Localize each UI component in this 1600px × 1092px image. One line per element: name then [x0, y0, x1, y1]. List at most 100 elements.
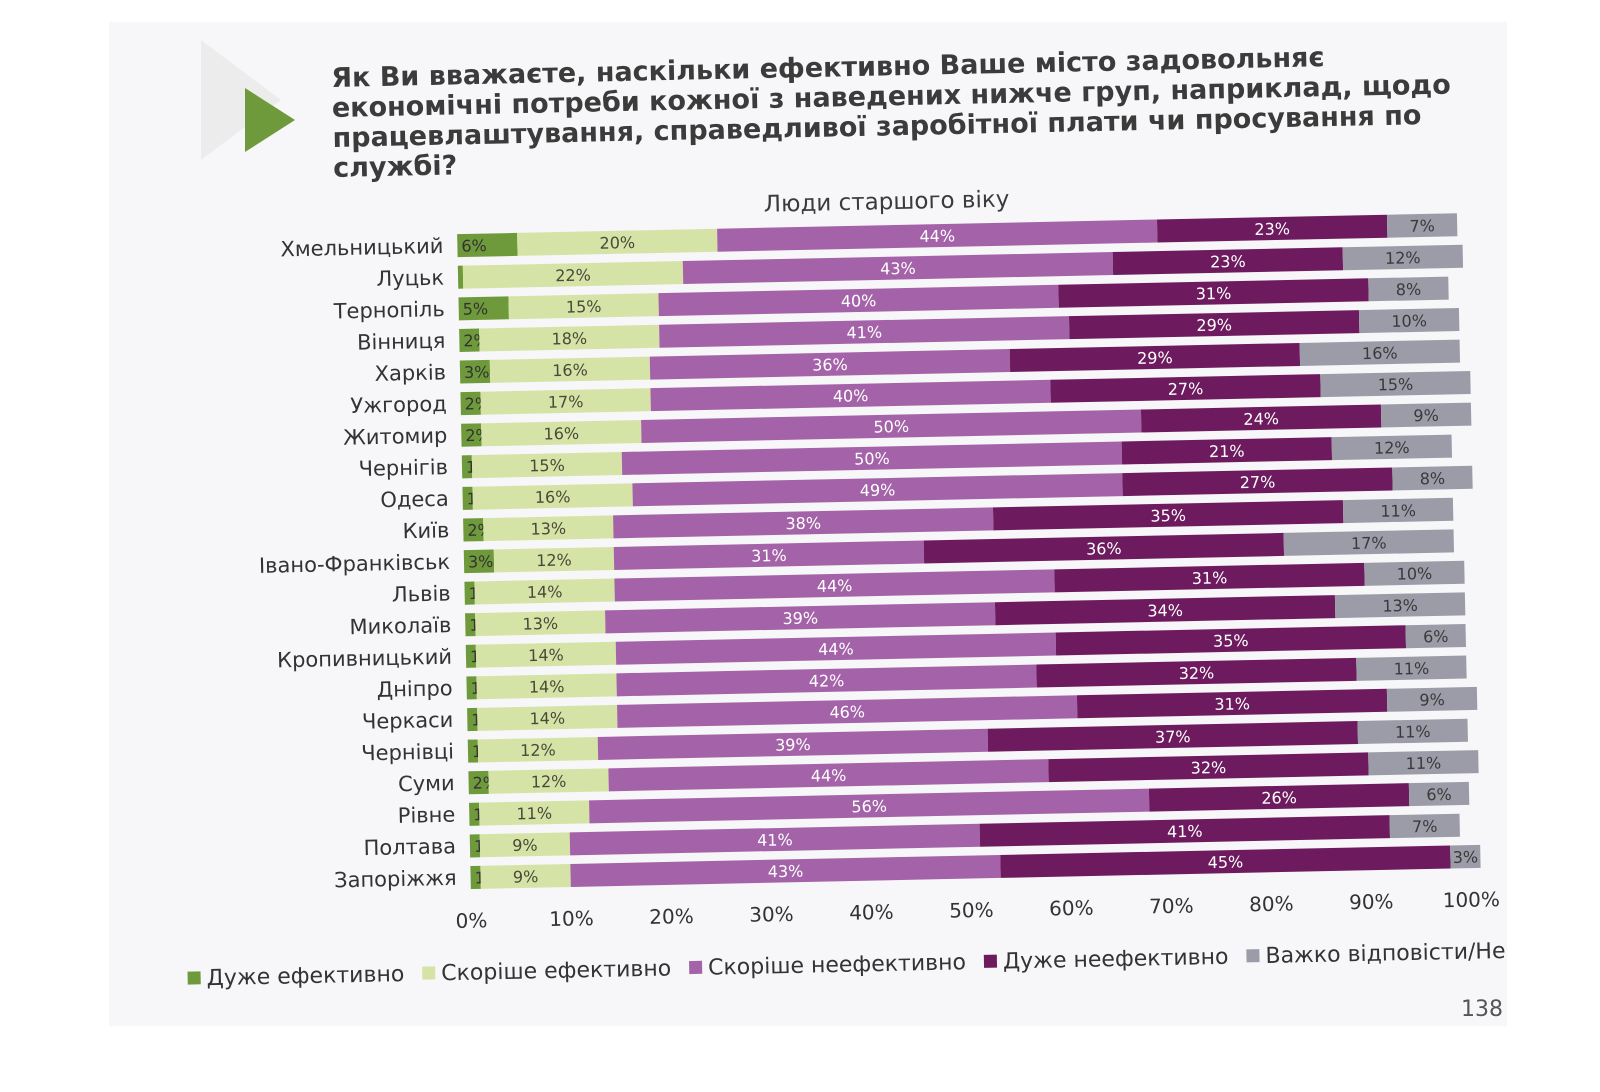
- data-label: 12%: [1385, 248, 1421, 268]
- data-label: 32%: [1190, 758, 1226, 778]
- category-label: Чернігів: [358, 455, 448, 481]
- arrow-shadow-icon: [201, 40, 281, 160]
- data-label: 39%: [775, 735, 811, 755]
- data-label: 7%: [1409, 216, 1435, 236]
- bar-segment: [461, 423, 482, 447]
- bar-segment: [480, 863, 571, 889]
- bar-segment: [650, 379, 1051, 412]
- x-tick-label: 90%: [1349, 889, 1394, 914]
- bar-segment: [1283, 529, 1455, 556]
- data-label: 18%: [551, 329, 587, 349]
- bar-segment: [613, 507, 994, 539]
- bar-segment: [459, 359, 491, 384]
- category-label: Полтава: [363, 834, 456, 860]
- category-label: Львів: [392, 581, 451, 606]
- legend-label: Скоріше ефективно: [441, 956, 671, 986]
- data-label: 13%: [530, 519, 566, 539]
- bar-segment: [658, 284, 1059, 317]
- data-label: 32%: [1179, 663, 1215, 683]
- data-label: 3%: [468, 552, 494, 572]
- data-label: 14%: [529, 709, 565, 729]
- bar-segment: [470, 865, 481, 890]
- data-label: 40%: [841, 291, 877, 311]
- bar-segment: [570, 854, 1001, 887]
- data-label: 12%: [536, 550, 572, 570]
- data-label: 36%: [812, 355, 848, 375]
- bar-segment: [463, 518, 484, 542]
- bar-segment: [1408, 781, 1470, 807]
- data-label: 31%: [1192, 568, 1228, 588]
- bar-segment: [608, 759, 1049, 792]
- data-label: 46%: [829, 702, 865, 722]
- bar-segment: [479, 800, 590, 826]
- bar-segment: [1009, 342, 1301, 373]
- bar-segment: [459, 328, 480, 352]
- data-label: 23%: [1210, 252, 1246, 272]
- data-label: 50%: [873, 417, 909, 437]
- legend-swatch: [422, 966, 436, 980]
- data-label: 22%: [555, 265, 591, 285]
- bar-segment: [641, 409, 1142, 443]
- data-label: 11%: [1405, 753, 1441, 773]
- bar-segment: [992, 500, 1344, 531]
- category-label: Хмельницький: [280, 234, 443, 261]
- bar-segment: [493, 546, 615, 573]
- bar-segment: [1299, 339, 1461, 366]
- x-tick-label: 10%: [549, 906, 594, 931]
- legend-label: Дуже ефективно: [206, 962, 404, 991]
- data-label: 7%: [1412, 817, 1438, 837]
- bar-segment: [461, 455, 473, 479]
- data-label: 12%: [1374, 438, 1410, 458]
- bar-segment: [1386, 686, 1478, 712]
- legend-label: Важко відповісти/Немає ві: [1265, 938, 1507, 969]
- bar-segment: [457, 265, 464, 289]
- category-labels: Хмельницький Луцьк Тернопіль Вінниця Харків У…: [259, 234, 457, 892]
- data-label: 44%: [811, 766, 847, 786]
- data-label: 5%: [463, 299, 489, 319]
- data-label: 8%: [1396, 280, 1422, 300]
- report-page: Як Ви вважаєте, наскільки ефективно Ваше…: [109, 22, 1507, 1026]
- data-label: 31%: [751, 546, 787, 566]
- data-label: 29%: [1196, 315, 1232, 335]
- bar-segment: [457, 232, 518, 258]
- data-label: 44%: [919, 226, 955, 246]
- category-label: Кропивницький: [277, 645, 452, 673]
- x-tick-label: 80%: [1249, 891, 1294, 916]
- bar-segment: [471, 451, 623, 479]
- bar-segment: [463, 549, 495, 574]
- category-label: Харків: [374, 360, 446, 385]
- data-label: 50%: [854, 449, 890, 469]
- bar-segment: [466, 676, 477, 700]
- bar-segment: [465, 644, 477, 668]
- bar-segment: [1368, 276, 1449, 302]
- x-axis: 0% 10% 20% 30% 40% 50% 60% 70% 80% 90% 100%: [455, 887, 1500, 933]
- data-label: 16%: [535, 487, 571, 507]
- bar-segment: [467, 707, 478, 732]
- bar-segment: [1331, 434, 1453, 461]
- bar-segment: [979, 815, 1390, 847]
- data-label: 16%: [543, 424, 579, 444]
- data-label: 13%: [522, 614, 558, 634]
- data-label: 49%: [860, 480, 896, 500]
- bar-segment: [475, 610, 606, 637]
- data-label: 44%: [818, 639, 854, 659]
- data-label: 27%: [1168, 379, 1204, 399]
- bar-segment: [508, 293, 659, 320]
- bar-segment: [1342, 244, 1464, 271]
- bar-segment: [613, 540, 925, 570]
- data-label: 17%: [1351, 533, 1387, 553]
- data-label: 45%: [1207, 852, 1243, 872]
- data-label: 6%: [461, 236, 487, 256]
- bar-segment: [621, 441, 1123, 475]
- category-label: Рівне: [398, 803, 456, 828]
- category-label: Дніпро: [377, 676, 453, 702]
- bar-segment: [1368, 750, 1479, 776]
- bar-segment: [468, 770, 489, 795]
- data-label: 37%: [1155, 727, 1191, 747]
- x-tick-label: 40%: [849, 900, 894, 925]
- category-label: Одеса: [380, 487, 449, 512]
- bar-segment: [1320, 370, 1471, 398]
- data-label: 15%: [1378, 375, 1414, 395]
- data-label: 10%: [1391, 311, 1427, 331]
- x-tick-label: 50%: [949, 898, 994, 923]
